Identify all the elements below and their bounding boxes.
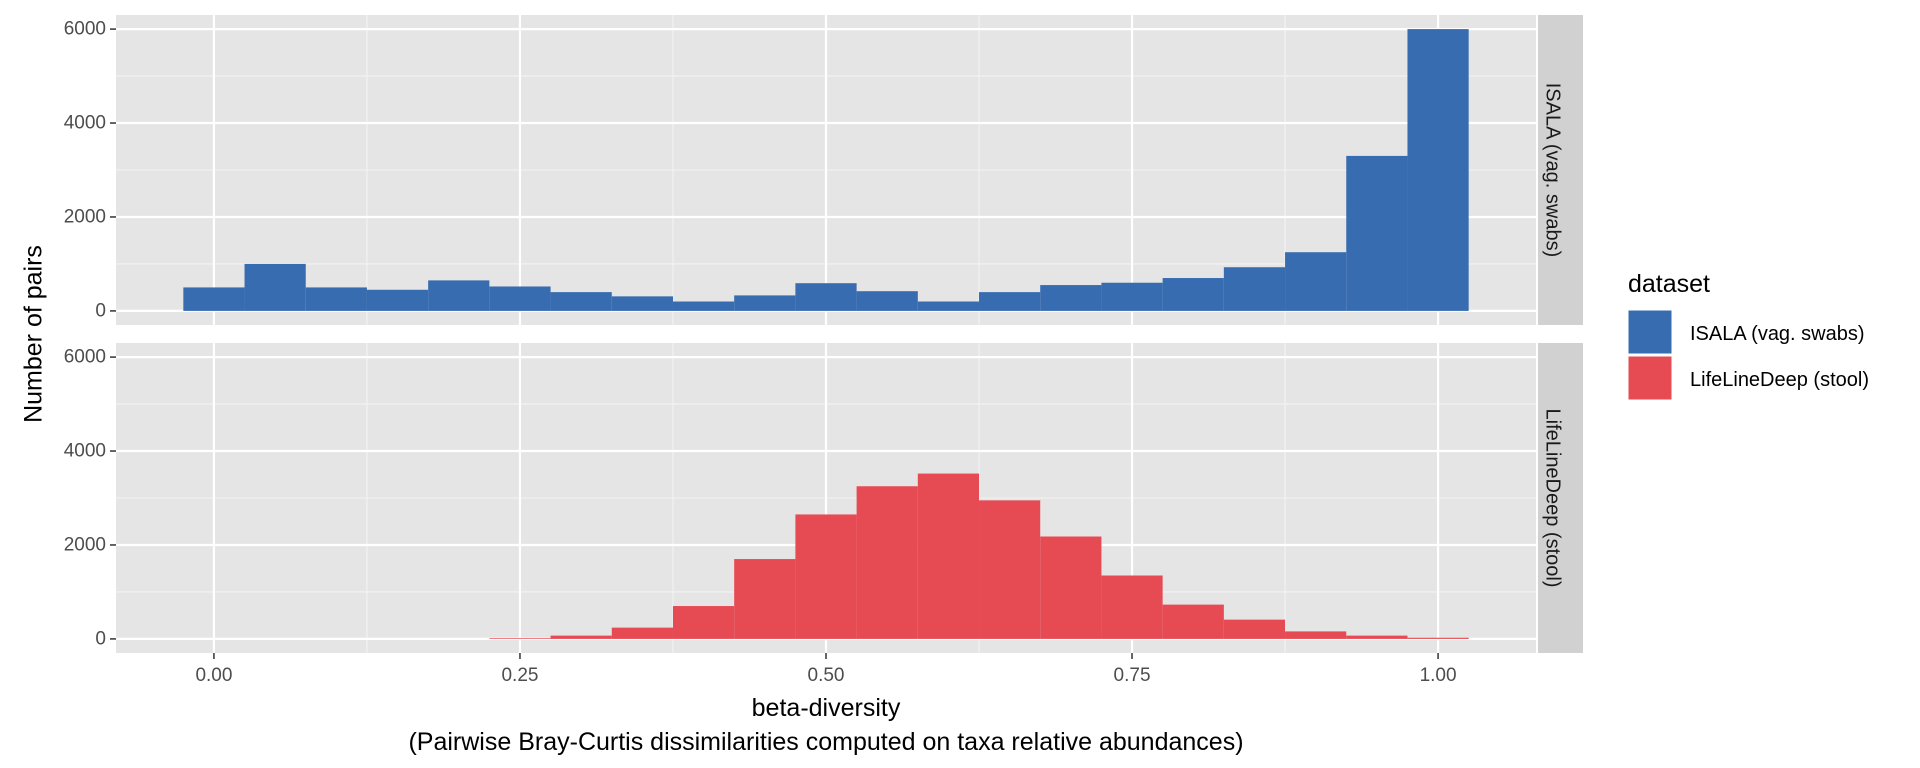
x-tick-label: 1.00 [1420,665,1457,686]
gridlines-isala [116,15,1536,325]
histogram-bar [1101,282,1163,311]
x-tick-label: 0.25 [501,665,538,686]
histogram-bar [1285,252,1347,311]
histogram-bar [550,635,612,639]
x-axis-subtitle: (Pairwise Bray-Curtis dissimilarities co… [408,728,1243,756]
histogram-bar [672,301,735,311]
bars-isala [183,29,1469,311]
y-tick-label: 0 [95,628,106,649]
histogram-bar [734,559,796,639]
y-tick-label: 0 [95,300,106,321]
facet-strip-isala [1538,15,1583,325]
histogram-bar [734,295,796,311]
histogram-bar [1162,604,1224,639]
histogram-bar [1223,619,1286,639]
panel-isala: ISALA (vag. swabs) [116,15,1583,325]
y-tick-label: 4000 [64,113,106,134]
histogram-bar [1407,29,1469,311]
histogram-bar [1346,635,1408,639]
panel-lifelinedeep: LifeLineDeep (stool) [116,343,1583,653]
legend-title: dataset [1628,270,1710,298]
histogram-bar [1040,285,1102,311]
histogram-bar [856,486,918,639]
histogram-bar [917,473,980,639]
legend-key-lifelinedeep [1627,355,1673,401]
histogram-bar [1346,155,1408,311]
histogram-bar [795,514,857,639]
y-tick-label: 4000 [64,441,106,462]
histogram-bar [1223,267,1286,311]
histogram-bar [428,280,490,311]
y-tick-label: 2000 [64,534,106,555]
y-tick-label: 6000 [64,347,106,368]
bars-lifelinedeep [489,473,1469,639]
histogram-bar [979,500,1041,639]
facet-strip-lifelinedeep [1538,343,1583,653]
facet-strip-label-isala: ISALA (vag. swabs) [1542,83,1564,258]
x-tick-label: 0.50 [808,665,845,686]
histogram-bar [366,289,429,311]
facet-strip-label-lifelinedeep: LifeLineDeep (stool) [1542,409,1564,588]
x-axis: 0.00 0.25 0.50 0.75 1.00 [195,653,1457,686]
histogram-bar [305,287,367,311]
y-tick-label: 6000 [64,19,106,40]
histogram-bar [917,301,980,311]
histogram-bar [489,638,551,639]
histogram-bar [611,627,673,639]
histogram-bar [1040,536,1102,639]
legend: dataset ISALA (vag. swabs) LifeLineDeep … [1627,270,1869,401]
legend-label-isala: ISALA (vag. swabs) [1690,323,1865,345]
y-axis-isala: 0 2000 4000 6000 [64,19,116,321]
histogram-bar [795,283,857,311]
x-axis-title: beta-diversity [752,694,901,722]
histogram-bar [183,287,245,311]
histogram-bar [672,606,735,639]
histogram-bar [489,286,551,311]
legend-key-isala [1627,309,1673,355]
histogram-bar [1101,575,1163,639]
histogram-bar [244,263,306,311]
y-tick-label: 2000 [64,206,106,227]
histogram-bar [1162,278,1224,311]
histogram-bar [611,296,673,311]
histogram-bar [550,292,612,311]
legend-label-lifelinedeep: LifeLineDeep (stool) [1690,369,1869,391]
y-axis-title: Number of pairs [20,245,48,423]
x-tick-label: 0.00 [195,665,232,686]
histogram-bar [979,292,1041,311]
histogram-bar [1285,631,1347,639]
y-axis-lifelinedeep: 0 2000 4000 6000 [64,347,116,649]
histogram-bar [856,291,918,311]
x-tick-label: 0.75 [1114,665,1151,686]
histogram-bar [1407,637,1469,639]
